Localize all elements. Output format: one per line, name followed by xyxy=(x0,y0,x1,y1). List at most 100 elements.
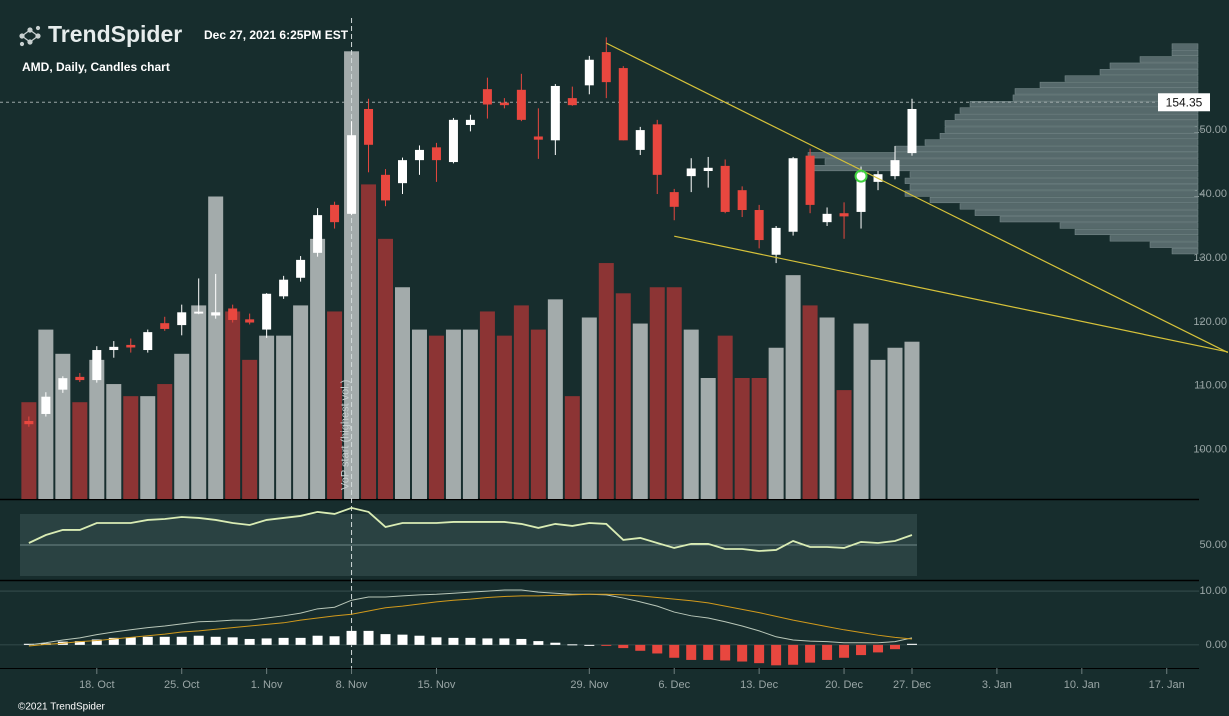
brand: TrendSpider xyxy=(48,21,182,47)
volume-profile-bar xyxy=(1171,248,1199,255)
macd-histogram-bar xyxy=(567,644,578,646)
x-tick-label: 20. Dec xyxy=(825,679,863,691)
macd-histogram-bar xyxy=(890,644,901,650)
candle-body xyxy=(686,168,696,177)
candle-body xyxy=(618,68,628,141)
candle-body xyxy=(703,167,713,172)
candle-body xyxy=(805,155,815,205)
volume-bar xyxy=(802,305,818,499)
volume-bar xyxy=(700,378,716,499)
candle-body xyxy=(601,52,611,83)
candle-body xyxy=(771,227,781,255)
macd-histogram-bar xyxy=(312,635,323,645)
macd-histogram-bar xyxy=(431,637,442,645)
candle-body xyxy=(465,119,475,125)
macd-histogram-bar xyxy=(550,642,561,645)
macd-histogram-bar xyxy=(754,644,765,664)
candle-body xyxy=(448,119,458,163)
x-tick-label: 17. Jan xyxy=(1149,679,1185,691)
volume-profile-bar xyxy=(1171,43,1199,50)
macd-tick-label: 0.00 xyxy=(1206,639,1227,651)
x-tick-label: 25. Oct xyxy=(164,679,199,691)
x-tick-label: 27. Dec xyxy=(893,679,931,691)
candle-body xyxy=(669,192,679,207)
volume-profile-bar xyxy=(807,165,1199,172)
volume-bar xyxy=(361,184,377,499)
volume-profile-bar xyxy=(1064,75,1199,82)
candle-body xyxy=(160,323,170,329)
rsi-line xyxy=(28,506,913,552)
macd-histogram-bar xyxy=(108,637,119,645)
candle-body xyxy=(228,308,238,320)
volume-bar xyxy=(123,396,139,499)
macd-histogram-bar xyxy=(448,637,459,645)
candle-body xyxy=(211,312,221,316)
volume-bar xyxy=(89,359,105,499)
candle-body xyxy=(550,85,560,141)
candle-body xyxy=(516,89,526,120)
macd-histogram-bar xyxy=(278,637,289,645)
candle-body xyxy=(75,376,85,381)
rsi-tick-label: 50.00 xyxy=(1199,539,1227,551)
candle-body xyxy=(143,332,153,351)
macd-histogram-bar xyxy=(533,641,544,645)
volume-bar xyxy=(140,396,156,499)
candle-body xyxy=(890,160,900,177)
volume-bar xyxy=(428,335,444,499)
volume-profile-bar xyxy=(807,152,1199,159)
macd-histogram-bar xyxy=(720,644,731,661)
macd-histogram-bar xyxy=(635,644,646,651)
volume-profile-bar xyxy=(1039,81,1199,88)
candle-body xyxy=(177,312,187,326)
x-tick-label: 15. Nov xyxy=(418,679,456,691)
x-tick-label: 18. Oct xyxy=(79,679,114,691)
copyright: ©2021 TrendSpider xyxy=(18,702,106,713)
timestamp: Dec 27, 2021 6:25PM EST xyxy=(204,28,349,42)
macd-histogram-bar xyxy=(193,635,204,645)
volume-profile-bar xyxy=(1149,241,1199,248)
candle-body xyxy=(788,158,798,232)
volume-bar xyxy=(276,335,292,499)
macd-histogram-bar xyxy=(839,644,850,658)
macd-histogram-bar xyxy=(210,636,221,645)
volume-profile-bar xyxy=(1099,69,1199,76)
volume-profile-bar xyxy=(894,145,1199,152)
macd-histogram-bar xyxy=(482,638,493,645)
candle-body xyxy=(720,165,730,212)
candle-body xyxy=(41,396,51,414)
volume-bar xyxy=(411,329,427,499)
volume-profile-bar xyxy=(1139,56,1199,63)
volume-profile-bar xyxy=(924,139,1199,146)
volume-profile-bar xyxy=(1059,222,1199,229)
volume-bar xyxy=(462,329,478,499)
vop-label: VoP start (highest vol.) xyxy=(339,380,351,490)
volume-bar xyxy=(530,329,546,499)
volume-bar xyxy=(666,287,682,499)
volume-profile-bar xyxy=(939,133,1199,140)
macd-histogram-bar xyxy=(261,638,272,645)
macd-histogram-bar xyxy=(125,637,136,645)
candle-body xyxy=(635,130,645,150)
macd-histogram-bar xyxy=(788,644,799,665)
macd-histogram-bar xyxy=(159,636,170,645)
macd-histogram-bar xyxy=(873,644,884,653)
x-tick-label: 29. Nov xyxy=(570,679,608,691)
candle-body xyxy=(296,259,306,278)
volume-bar xyxy=(378,238,394,499)
volume-bar xyxy=(259,335,275,499)
y-tick-label: 130.00 xyxy=(1193,252,1227,264)
volume-bar xyxy=(887,347,903,499)
volume-profile-bar xyxy=(909,171,1199,178)
y-tick-label: 120.00 xyxy=(1193,316,1227,328)
volume-profile-bar xyxy=(1014,88,1199,95)
candle-body xyxy=(58,378,68,390)
x-tick-label: 3. Jan xyxy=(982,679,1012,691)
candle-body xyxy=(533,136,543,140)
volume-profile-bar xyxy=(944,120,1199,127)
candle-body xyxy=(109,346,119,351)
macd-histogram-bar xyxy=(703,644,714,660)
last-price-label: 154.35 xyxy=(1166,95,1203,109)
volume-bar xyxy=(191,305,207,499)
volume-bar xyxy=(853,323,869,499)
